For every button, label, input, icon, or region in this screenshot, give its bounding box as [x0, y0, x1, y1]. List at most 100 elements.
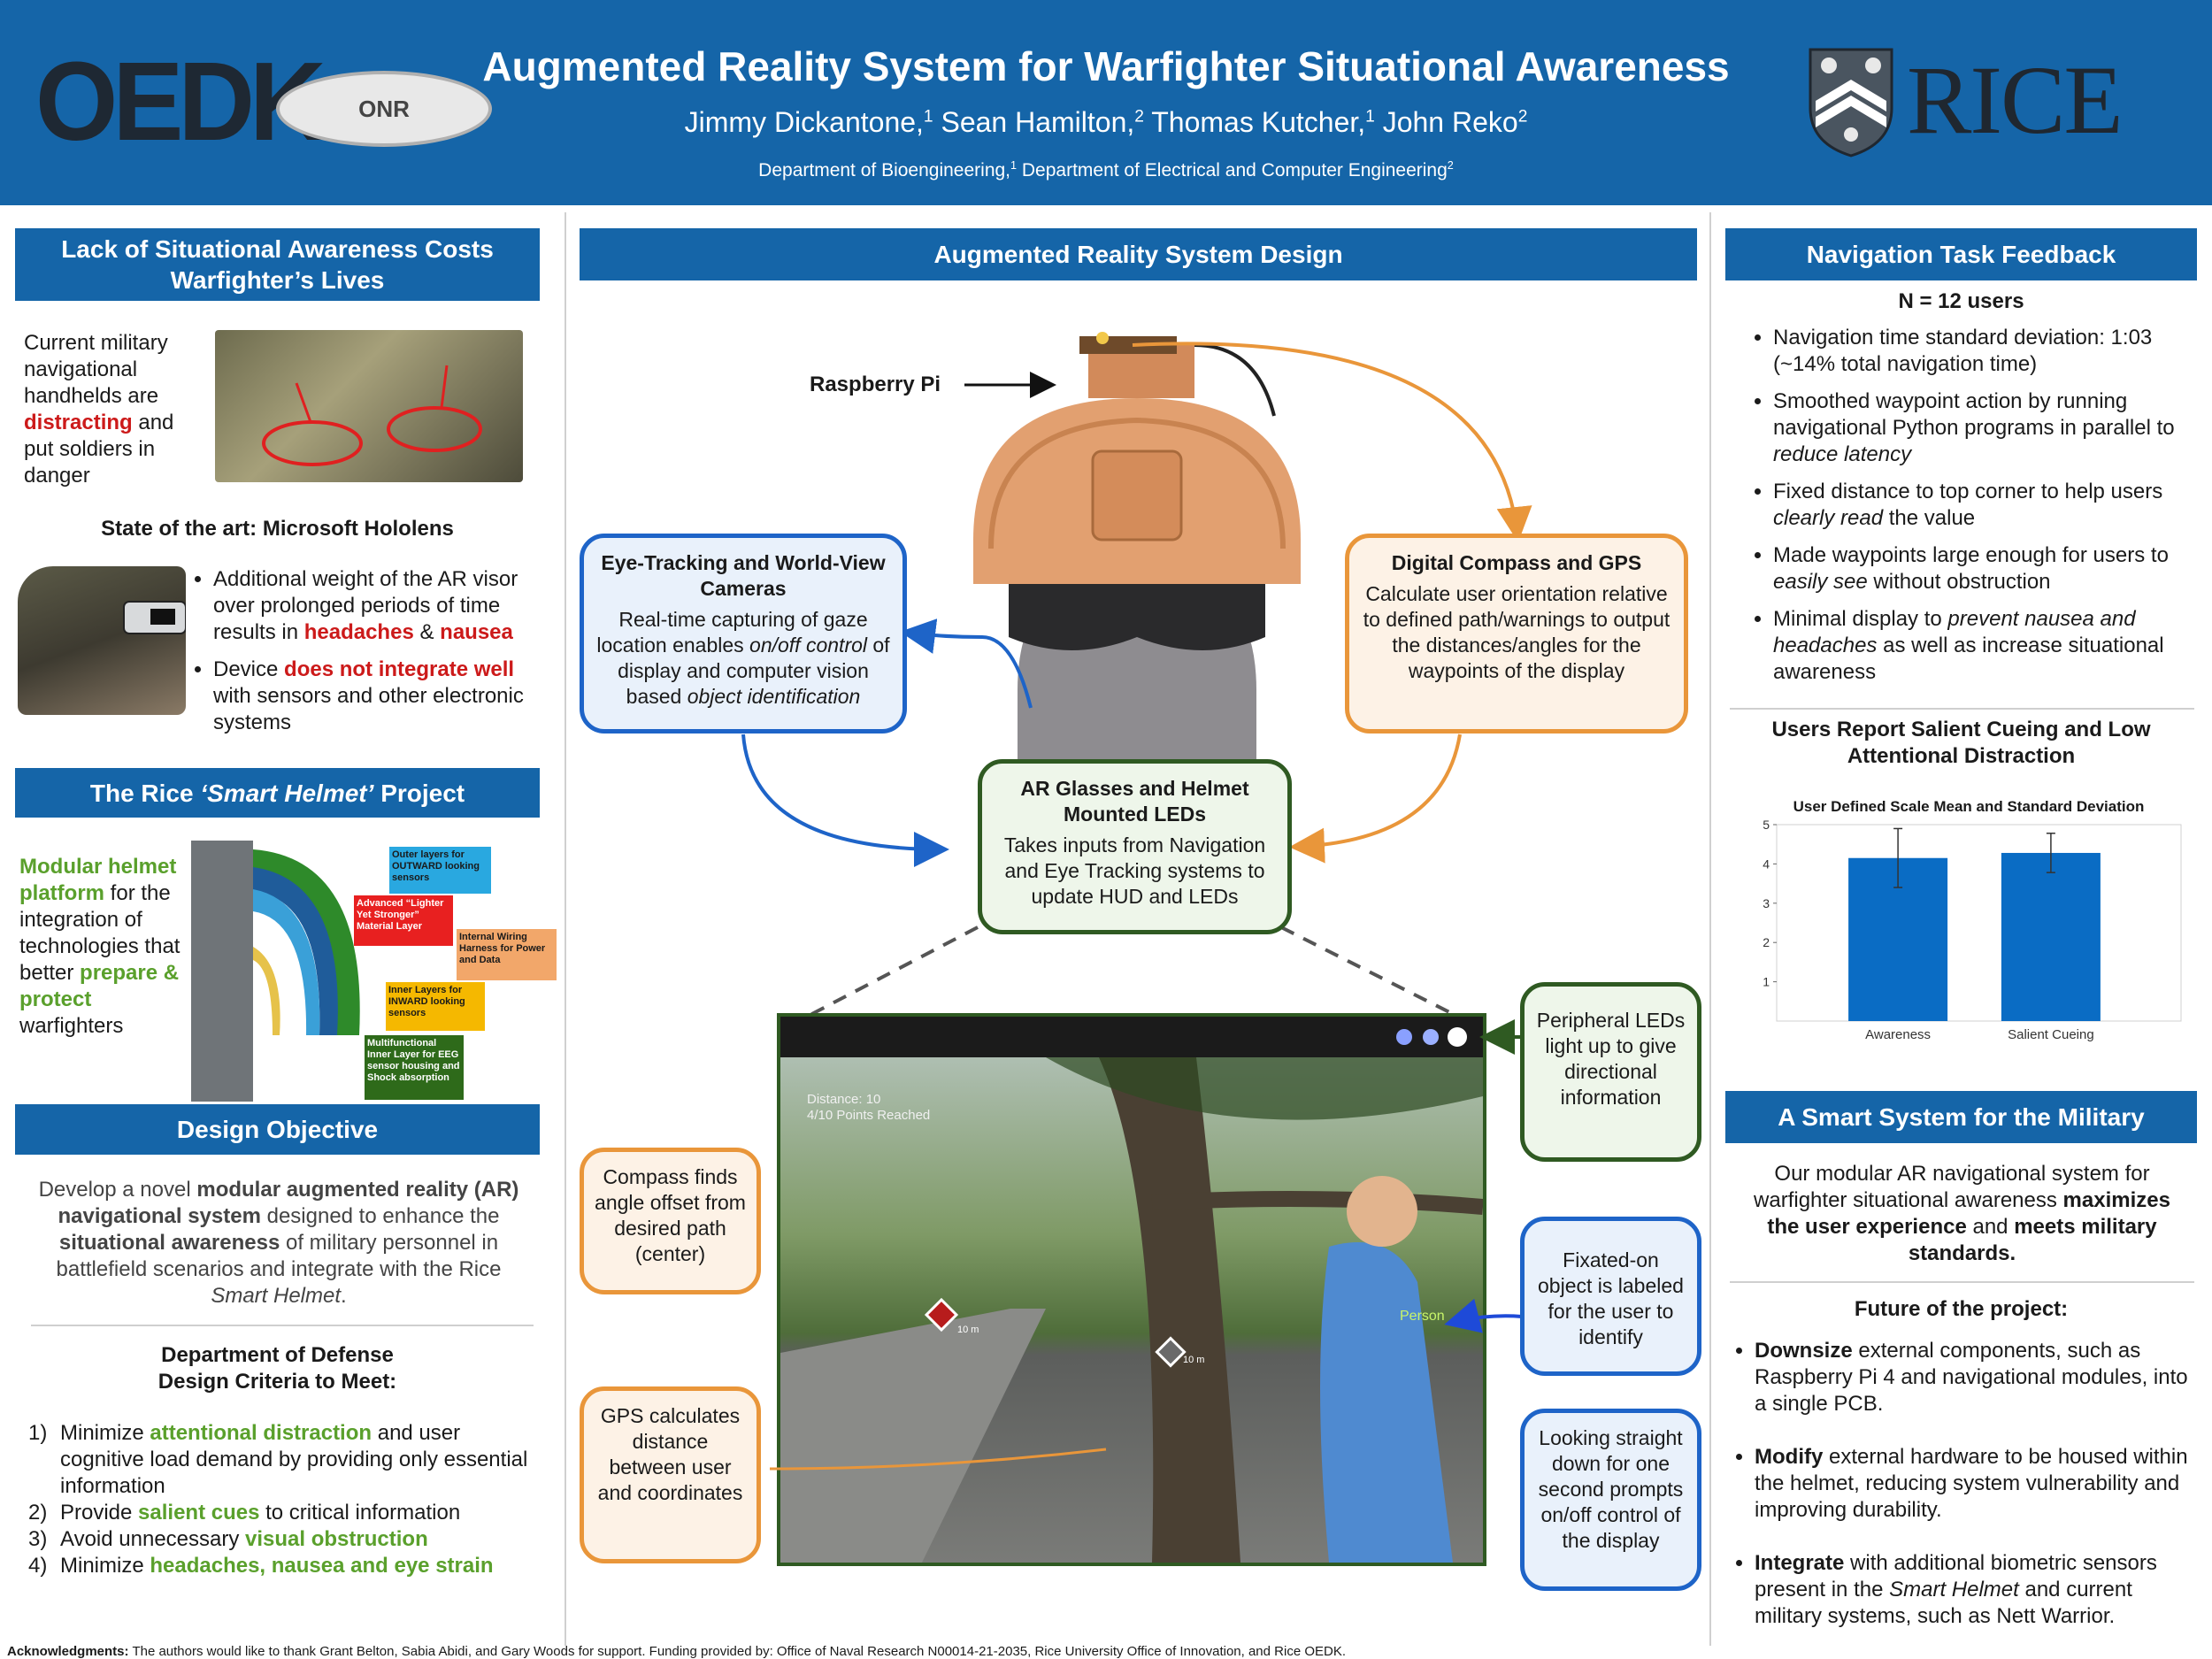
modular-text-1: for the integration of technologies that…: [19, 881, 180, 985]
y-tick-label: 2: [1763, 935, 1770, 949]
hololens-photo: [18, 566, 187, 715]
banner2-italic: ‘Smart Helmet’: [200, 779, 374, 807]
hololens-b2-text-a: Device: [213, 657, 279, 681]
objective-text: Develop a novel modular augmented realit…: [27, 1177, 531, 1310]
feedback-text: Navigation time standard deviation: 1:03…: [1773, 326, 2153, 376]
future-list: Downsize external components, such as Ra…: [1730, 1338, 2199, 1640]
chart-heading: Users Report Salient Cueing and Low Atte…: [1771, 718, 2151, 768]
objective-a: Develop a novel: [38, 1178, 191, 1202]
objective-bold-2: situational awareness: [58, 1231, 280, 1255]
handheld-text: Current military navigational handhelds …: [24, 330, 201, 489]
highlight-circles-icon: [262, 365, 482, 466]
rice-shield-icon: [1809, 48, 1893, 157]
future-text: external components, such as Raspberry P…: [1755, 1339, 2188, 1416]
author-3-aff: 1: [1365, 107, 1375, 127]
ar-text: Takes inputs from Navigation and Eye Tra…: [1003, 833, 1266, 908]
objective-divider: [31, 1325, 534, 1326]
criteria-green: attentional distraction: [150, 1421, 373, 1445]
criteria-item: 1) Minimize attentional distraction and u…: [28, 1420, 546, 1500]
n-users: N = 12 users: [1898, 289, 2024, 313]
military-divider: [1730, 1281, 2194, 1283]
feedback-italic: easily see: [1773, 570, 1868, 594]
raspberry-pi-label: Raspberry Pi: [810, 373, 941, 396]
banner-smart-system: A Smart System for the Military: [1725, 1091, 2197, 1143]
feedback-text: Minimal display to: [1773, 607, 1942, 631]
feedback-text: Smoothed waypoint action by running navi…: [1773, 389, 2175, 440]
handheld-text-2: and put soldiers in danger: [24, 411, 174, 488]
author-1-aff: 1: [923, 107, 933, 127]
criteria-green: headaches, nausea and eye strain: [150, 1554, 494, 1578]
author-4-aff: 2: [1517, 107, 1528, 127]
future-bold: Integrate: [1755, 1551, 1845, 1575]
feedback-italic: clearly read: [1773, 506, 1884, 530]
criteria-green: salient cues: [138, 1501, 260, 1525]
author-4: John Reko: [1382, 106, 1518, 138]
waypoint-1-label: 10 m: [957, 1325, 979, 1335]
hololens-b1-red2: nausea: [440, 620, 513, 644]
military-bold-1: maximizes the user experience: [1767, 1188, 2170, 1239]
banner-navigation-feedback: Navigation Task Feedback: [1725, 228, 2197, 280]
y-tick-label: 5: [1763, 818, 1770, 832]
author-2-aff: 2: [1134, 107, 1144, 127]
hololens-b2-text-b: with sensors and other electronic system…: [213, 684, 524, 734]
objective-italic: Smart Helmet: [211, 1284, 342, 1308]
callout-gps-distance: GPS calculates distance between user and…: [580, 1386, 761, 1563]
compass-text: Calculate user orientation relative to d…: [1363, 582, 1671, 682]
feedback-bullet: Made waypoints large enough for users to…: [1773, 542, 2197, 595]
military-c: and: [1972, 1215, 2008, 1239]
handheld-red: distracting: [24, 411, 133, 434]
criteria-b: and user cognitive load demand by provid…: [60, 1421, 528, 1498]
callout-peripheral-leds: Peripheral LEDs light up to give directi…: [1520, 982, 1701, 1162]
eye-text-italic-1: on/off control: [749, 634, 867, 657]
modular-green: Modular helmet platform: [19, 855, 177, 905]
future-bold: Downsize: [1755, 1339, 1853, 1363]
rice-logo: RICE: [1907, 46, 2124, 154]
future-text: external hardware to be housed within th…: [1755, 1445, 2188, 1522]
future-text-2: and current military systems, such as Ne…: [1755, 1578, 2132, 1628]
column-divider-right: [1709, 212, 1711, 1646]
criteria-b: to critical information: [265, 1501, 461, 1525]
callout-looking-down: Looking straight down for one second pro…: [1520, 1409, 1701, 1591]
feedback-italic: reduce latency: [1773, 442, 1912, 466]
department-list: Department of Bioengineering,1 Departmen…: [0, 159, 2212, 181]
criteria-green: visual obstruction: [245, 1527, 428, 1551]
ack-text: The authors would like to thank Grant Be…: [132, 1644, 1347, 1659]
feedback-bullet: Minimal display to prevent nausea and he…: [1773, 606, 2197, 686]
chart-bars: Awareness Salient Cueing: [1848, 827, 2101, 1042]
callout-compass-gps: Digital Compass and GPS Calculate user o…: [1345, 534, 1688, 733]
feedback-divider: [1730, 708, 2194, 710]
objective-d: of military personnel in battlefield sce…: [56, 1231, 502, 1281]
y-tick-label: 3: [1763, 896, 1770, 910]
dod-heading-1: Department of Defense: [161, 1343, 394, 1367]
feedback-text: Fixed distance to top corner to help use…: [1773, 480, 2163, 503]
acknowledgments: Acknowledgments: The authors would like …: [7, 1644, 2201, 1659]
objective-bold-1: modular augmented reality (AR) navigatio…: [58, 1178, 519, 1228]
criteria-item: 3) Avoid unnecessary visual obstruction: [28, 1526, 546, 1553]
hololens-bullet-2: Device does not integrate well with sens…: [213, 657, 547, 736]
criteria-a: Provide: [60, 1501, 133, 1525]
feedback-bullet: Fixed distance to top corner to help use…: [1773, 479, 2197, 532]
callout-ar-glasses: AR Glasses and Helmet Mounted LEDs Takes…: [978, 759, 1292, 934]
feedback-text-b: without obstruction: [1873, 570, 2051, 594]
helmet-cross-section-icon: [191, 841, 360, 1102]
callout-compass-offset: Compass finds angle offset from desired …: [580, 1148, 761, 1294]
y-tick-label: 4: [1763, 856, 1770, 871]
ar-title: AR Glasses and Helmet Mounted LEDs: [1020, 777, 1249, 826]
ar-callout-pointers: [769, 1019, 1523, 1471]
chart-plot: 1 2 3 4 5 Awareness Salient Cueing: [1752, 818, 2185, 1056]
author-list: Jimmy Dickantone,1 Sean Hamilton,2 Thoma…: [0, 106, 2212, 139]
compass-title: Digital Compass and GPS: [1391, 551, 1642, 574]
military-text: Our modular AR navigational system for w…: [1743, 1161, 2181, 1267]
military-a: Our modular AR navigational system for w…: [1754, 1162, 2150, 1212]
eye-text-a: Real-time capturing of gaze location ena…: [596, 608, 868, 657]
criteria-a: Minimize: [60, 1421, 144, 1445]
layer-material: Advanced “Lighter Yet Stronger” Material…: [354, 895, 453, 946]
column-divider-left: [565, 212, 566, 1646]
hud-readout: Distance: 10 4/10 Points Reached: [807, 1092, 930, 1124]
author-3: Thomas Kutcher,: [1151, 106, 1366, 138]
future-heading: Future of the project:: [1854, 1297, 2069, 1321]
diagram-connectors: [741, 342, 1532, 1019]
future-item: Integrate with additional biometric sens…: [1755, 1550, 2199, 1630]
hololens-b1-red1: headaches: [303, 620, 414, 644]
criteria-item: 4) Minimize headaches, nausea and eye str…: [28, 1553, 546, 1579]
